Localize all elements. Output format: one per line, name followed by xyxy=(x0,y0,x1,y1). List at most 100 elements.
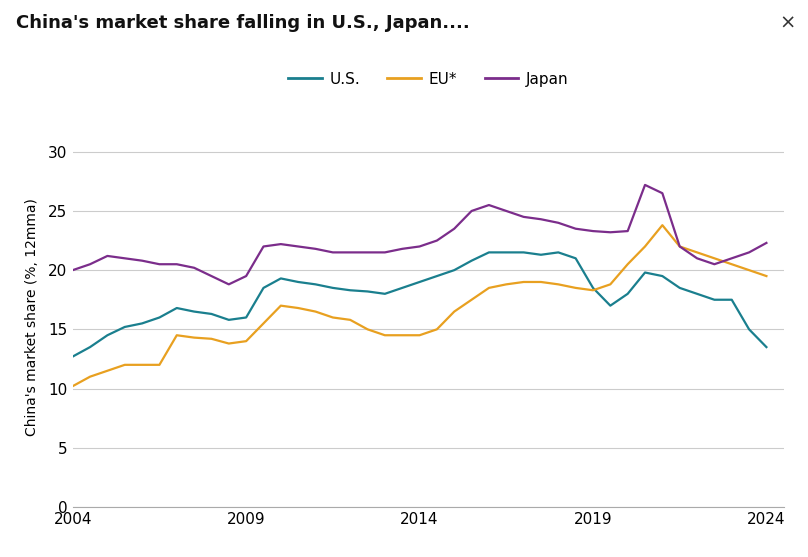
Japan xyxy=(345,249,355,256)
U.S. xyxy=(449,267,459,273)
U.S. xyxy=(224,316,234,323)
U.S. xyxy=(137,320,147,327)
EU* xyxy=(553,281,563,287)
Japan xyxy=(415,243,424,250)
U.S. xyxy=(85,344,95,350)
Japan xyxy=(120,255,129,262)
EU* xyxy=(623,261,633,267)
Japan xyxy=(242,273,251,280)
EU* xyxy=(398,332,407,339)
U.S. xyxy=(588,285,598,291)
Legend: U.S., EU*, Japan: U.S., EU*, Japan xyxy=(288,72,569,87)
Japan xyxy=(467,208,477,214)
Japan xyxy=(709,261,719,267)
U.S. xyxy=(345,287,355,294)
EU* xyxy=(120,361,129,368)
EU* xyxy=(502,281,511,287)
EU* xyxy=(762,273,772,280)
Japan xyxy=(310,246,320,252)
Japan xyxy=(640,182,650,188)
Japan xyxy=(432,237,442,244)
Japan xyxy=(519,213,528,220)
Japan xyxy=(449,226,459,232)
U.S. xyxy=(242,314,251,321)
Japan xyxy=(623,228,633,234)
Japan xyxy=(85,261,95,267)
EU* xyxy=(154,361,164,368)
Japan xyxy=(189,265,199,271)
U.S. xyxy=(553,249,563,256)
Japan xyxy=(328,249,338,256)
U.S. xyxy=(658,273,667,280)
Text: China's market share falling in U.S., Japan....: China's market share falling in U.S., Ja… xyxy=(16,14,470,32)
U.S. xyxy=(484,249,494,256)
EU* xyxy=(727,261,737,267)
U.S. xyxy=(432,273,442,280)
EU* xyxy=(537,278,546,285)
EU* xyxy=(380,332,389,339)
Japan xyxy=(224,281,234,287)
EU* xyxy=(709,255,719,262)
EU* xyxy=(276,302,286,309)
EU* xyxy=(137,361,147,368)
Japan xyxy=(588,228,598,234)
Japan xyxy=(259,243,268,250)
EU* xyxy=(570,285,580,291)
EU* xyxy=(85,373,95,380)
EU* xyxy=(449,308,459,315)
Japan xyxy=(207,273,217,280)
U.S. xyxy=(605,302,615,309)
EU* xyxy=(363,326,372,333)
EU* xyxy=(172,332,182,339)
EU* xyxy=(68,383,78,389)
U.S. xyxy=(328,285,338,291)
EU* xyxy=(415,332,424,339)
U.S. xyxy=(762,344,772,350)
EU* xyxy=(744,267,754,273)
U.S. xyxy=(154,314,164,321)
Japan xyxy=(675,243,684,250)
EU* xyxy=(207,335,217,342)
EU* xyxy=(224,340,234,347)
Japan xyxy=(363,249,372,256)
Japan xyxy=(137,257,147,264)
EU* xyxy=(103,368,112,374)
U.S. xyxy=(537,251,546,258)
Japan xyxy=(380,249,389,256)
U.S. xyxy=(467,257,477,264)
U.S. xyxy=(709,296,719,303)
U.S. xyxy=(276,275,286,282)
Japan xyxy=(293,243,303,250)
U.S. xyxy=(293,278,303,285)
Japan xyxy=(502,208,511,214)
Line: U.S.: U.S. xyxy=(73,252,767,356)
U.S. xyxy=(398,285,407,291)
EU* xyxy=(328,314,338,321)
Japan xyxy=(172,261,182,267)
Japan xyxy=(484,202,494,208)
U.S. xyxy=(519,249,528,256)
Japan xyxy=(68,267,78,273)
U.S. xyxy=(744,326,754,333)
Japan xyxy=(727,255,737,262)
EU* xyxy=(588,287,598,294)
EU* xyxy=(242,338,251,344)
EU* xyxy=(605,281,615,287)
Japan xyxy=(154,261,164,267)
EU* xyxy=(259,320,268,327)
U.S. xyxy=(103,332,112,339)
U.S. xyxy=(415,278,424,285)
U.S. xyxy=(363,288,372,295)
Japan xyxy=(553,219,563,226)
U.S. xyxy=(380,291,389,297)
U.S. xyxy=(502,249,511,256)
EU* xyxy=(640,243,650,250)
EU* xyxy=(484,285,494,291)
U.S. xyxy=(189,308,199,315)
U.S. xyxy=(68,353,78,360)
U.S. xyxy=(570,255,580,262)
EU* xyxy=(658,222,667,228)
Japan xyxy=(103,253,112,260)
Y-axis label: China's market share (%, 12mma): China's market share (%, 12mma) xyxy=(26,198,40,437)
U.S. xyxy=(207,311,217,317)
